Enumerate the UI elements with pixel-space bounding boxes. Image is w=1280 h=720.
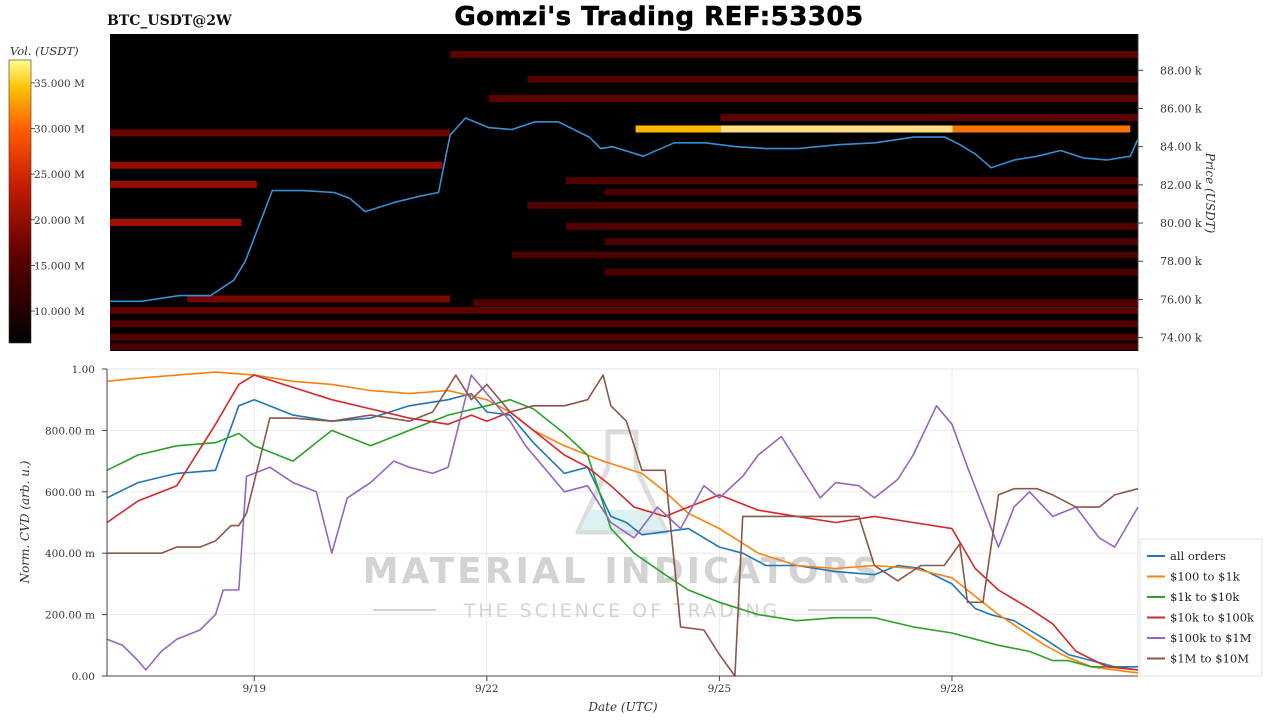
legend: all orders $100 to $1k $1k to $10k $10k to … xyxy=(1139,538,1263,677)
legend-label: $1M to $10M xyxy=(1170,652,1249,666)
cvd-plot-area xyxy=(106,368,1139,677)
liquidity-wall xyxy=(110,306,1138,314)
legend-label: $100 to $1k xyxy=(1170,570,1241,584)
colorbar: Vol. (USDT) 10.000 M 15.000 M 20.000 M 25.0… xyxy=(8,44,85,344)
legend-box xyxy=(1139,538,1263,677)
liquidity-wall xyxy=(604,188,1138,196)
legend-items: all orders $100 to $1k $1k to $10k $10k to … xyxy=(1147,549,1255,666)
colorbar-ticks: 10.000 M 15.000 M 20.000 M 25.000 M 30.000 M… xyxy=(31,78,85,318)
liquidity-wall xyxy=(110,129,451,137)
price-tick-label: 84.00 k xyxy=(1160,141,1202,154)
liquidity-wall xyxy=(187,295,451,303)
colorbar-tick-label: 20.000 M xyxy=(34,215,85,227)
liquidity-wall xyxy=(527,75,1138,83)
liquidity-wall xyxy=(110,320,1138,328)
price-line xyxy=(110,117,1139,303)
cvd-y-tick-label: 600.00 m xyxy=(45,487,95,499)
price-axis: 74.00 k 76.00 k 78.00 k 80.00 k 82.00 k 84.00… xyxy=(1137,34,1202,351)
cvd-panel: MATERIAL INDICATORS THE SCIENCE OF TRADI… xyxy=(18,364,1263,714)
liquidity-wall xyxy=(110,219,242,227)
heatmap-walls xyxy=(110,51,1139,351)
price-tick-label: 86.00 k xyxy=(1160,102,1202,115)
cvd-x-tick-label: 9/22 xyxy=(475,683,499,695)
colorbar-tick-label: 35.000 M xyxy=(34,78,85,90)
liquidity-wall xyxy=(566,177,1138,185)
price-tick-label: 74.00 k xyxy=(1160,332,1202,345)
price-tick-label: 80.00 k xyxy=(1160,217,1202,230)
cvd-series-line xyxy=(106,398,1139,671)
colorbar-tick-label: 25.000 M xyxy=(34,169,85,181)
watermark-brand: MATERIAL INDICATORS xyxy=(363,551,882,592)
liquidity-wall xyxy=(110,161,443,169)
colorbar-label: Vol. (USDT) xyxy=(10,44,79,58)
main-title: Gomzi's Trading REF:53305 xyxy=(454,2,863,32)
liquidity-wall xyxy=(110,343,1138,351)
legend-label: all orders xyxy=(1170,549,1226,563)
liquidity-wall xyxy=(635,125,721,133)
cvd-x-axis: 9/19 9/22 9/25 9/28 xyxy=(242,676,964,695)
pair-label: BTC_USDT@2W xyxy=(107,13,232,29)
liquidity-wall xyxy=(488,94,1139,102)
cvd-y-tick-label: 200.00 m xyxy=(45,610,95,622)
price-tick-label: 88.00 k xyxy=(1160,64,1202,77)
watermark: MATERIAL INDICATORS THE SCIENCE OF TRADI… xyxy=(363,429,882,622)
cvd-series-line xyxy=(106,374,1139,671)
cvd-x-tick-label: 9/19 xyxy=(242,683,266,695)
colorbar-tick-label: 30.000 M xyxy=(34,123,85,135)
liquidity-wall xyxy=(720,114,1138,122)
liquidity-wall xyxy=(604,238,1138,246)
liquidity-wall xyxy=(110,333,1138,341)
cvd-x-tick-label: 9/25 xyxy=(708,683,732,695)
cvd-y-tick-label: 800.00 m xyxy=(45,425,95,437)
cvd-series-line xyxy=(106,374,1139,671)
price-axis-label: Price (USDT) xyxy=(1203,152,1217,234)
liquidity-wall xyxy=(604,268,1138,276)
price-tick-label: 78.00 k xyxy=(1160,255,1202,268)
liquidity-wall xyxy=(527,201,1138,209)
price-tick-label: 82.00 k xyxy=(1160,179,1202,192)
cvd-x-tick-label: 9/28 xyxy=(940,683,964,695)
heatmap-panel: 74.00 k 76.00 k 78.00 k 80.00 k 82.00 k 84.00… xyxy=(110,34,1217,351)
liquidity-wall xyxy=(566,222,1138,230)
colorbar-tick-label: 10.000 M xyxy=(34,306,85,318)
cvd-y-axis-label: Norm. CVD (arb. u.) xyxy=(18,460,32,584)
liquidity-wall xyxy=(511,251,1138,259)
liquidity-wall xyxy=(473,299,1138,307)
cvd-y-tick-label: 400.00 m xyxy=(45,548,95,560)
cvd-x-axis-label: Date (UTC) xyxy=(587,700,657,714)
legend-label: $100k to $1M xyxy=(1170,631,1252,645)
colorbar-tick-label: 15.000 M xyxy=(34,260,85,272)
cvd-series-group xyxy=(106,371,1139,677)
liquidity-wall xyxy=(720,125,953,133)
cvd-y-tick-label: 0.00 xyxy=(72,671,95,683)
colorbar-gradient xyxy=(8,59,32,344)
cvd-y-tick-label: 1.00 xyxy=(72,364,95,376)
liquidity-wall xyxy=(952,125,1131,133)
legend-label: $1k to $10k xyxy=(1170,590,1240,604)
cvd-series-line xyxy=(107,374,1139,677)
watermark-tagline: THE SCIENCE OF TRADING xyxy=(463,600,781,622)
cvd-y-axis: 0.00 200.00 m 400.00 m 600.00 m 800.00 m 1.00 xyxy=(45,364,107,683)
cvd-series-line xyxy=(106,371,1139,674)
liquidity-wall xyxy=(110,180,257,188)
legend-label: $10k to $100k xyxy=(1170,611,1255,625)
price-tick-label: 76.00 k xyxy=(1160,293,1202,306)
liquidity-wall xyxy=(450,51,1139,59)
